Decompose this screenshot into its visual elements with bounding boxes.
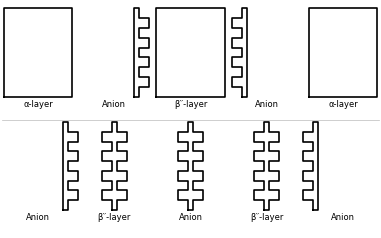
Text: Anion: Anion (26, 213, 50, 222)
Text: α-layer: α-layer (23, 100, 53, 109)
Text: Anion: Anion (331, 213, 355, 222)
Text: Anion: Anion (255, 100, 279, 109)
Text: Anion: Anion (179, 213, 202, 222)
Text: β′′-layer: β′′-layer (250, 213, 283, 222)
Text: α-layer: α-layer (328, 100, 358, 109)
Text: β′′-layer: β′′-layer (98, 213, 131, 222)
Text: β′′-layer: β′′-layer (174, 100, 207, 109)
Text: Anion: Anion (102, 100, 126, 109)
